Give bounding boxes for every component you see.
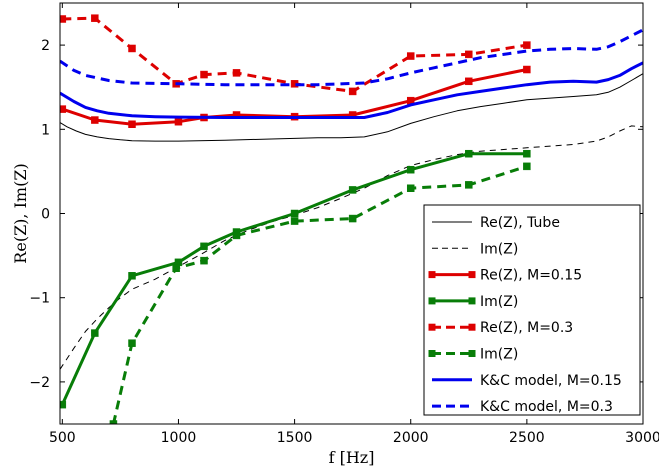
series-line	[60, 73, 643, 142]
data-point	[406, 52, 415, 60]
data-point	[91, 116, 99, 124]
data-point	[128, 44, 136, 53]
y-tick-label: 1	[41, 122, 50, 138]
series-line	[60, 61, 643, 119]
legend-marker	[428, 323, 436, 331]
x-tick-label: 2500	[509, 430, 545, 446]
data-point	[232, 231, 241, 240]
data-point	[406, 184, 415, 192]
data-point	[465, 50, 473, 59]
legend-label: K&C model, M=0.3	[480, 399, 613, 415]
series-6	[60, 61, 643, 119]
series-7	[60, 28, 643, 87]
legend-marker	[428, 297, 436, 305]
data-point	[172, 264, 180, 272]
data-point	[128, 272, 136, 280]
data-point	[60, 400, 67, 409]
data-point	[128, 339, 136, 347]
data-point	[174, 117, 183, 126]
data-point	[200, 70, 208, 79]
y-tick-label: −1	[29, 291, 50, 307]
y-axis-label: Re(Z), Im(Z)	[11, 163, 30, 263]
legend-label: Im(Z)	[480, 294, 518, 310]
data-point	[290, 217, 299, 225]
legend-marker	[468, 271, 476, 279]
data-point	[348, 87, 357, 96]
data-point	[465, 77, 473, 86]
data-point	[128, 120, 136, 128]
data-point	[60, 105, 67, 113]
data-point	[348, 186, 357, 194]
data-point	[60, 15, 67, 23]
data-point	[523, 65, 531, 74]
y-tick-label: −2	[29, 375, 50, 391]
x-tick-label: 3000	[625, 430, 659, 446]
legend-label: Im(Z)	[480, 347, 518, 363]
data-point	[406, 165, 415, 174]
data-point	[91, 14, 99, 22]
series-5	[109, 162, 531, 424]
data-point	[200, 242, 208, 251]
legend-marker	[468, 297, 476, 305]
data-point	[348, 214, 357, 223]
data-point	[523, 41, 531, 49]
legend-marker	[428, 350, 436, 357]
legend: Re(Z), Tube Im(Z) Re(Z), M=0.15 Im(Z) Re(Z),…	[423, 204, 641, 416]
data-point	[290, 209, 299, 218]
data-point	[523, 162, 531, 171]
series-line	[111, 164, 528, 424]
legend-label: Im(Z)	[480, 241, 518, 257]
series-0	[60, 73, 643, 142]
legend-marker	[468, 350, 476, 357]
data-point	[232, 69, 241, 77]
x-axis-label: f [Hz]	[329, 448, 375, 467]
legend-label: Re(Z), M=0.15	[480, 268, 582, 284]
legend-marker	[428, 271, 436, 279]
legend-label: Re(Z), Tube	[480, 215, 560, 231]
x-tick-label: 2000	[393, 430, 429, 446]
data-point	[523, 149, 531, 158]
series-line	[60, 28, 643, 87]
y-tick-label: 0	[41, 207, 50, 223]
x-tick-label: 500	[49, 430, 76, 446]
x-tick-label: 1000	[161, 430, 197, 446]
legend-marker	[468, 323, 476, 331]
data-point	[465, 149, 473, 158]
data-point	[200, 256, 208, 265]
legend-label: Re(Z), M=0.3	[480, 320, 573, 336]
data-point	[91, 329, 99, 337]
y-tick-label: 2	[41, 38, 50, 54]
legend-label: K&C model, M=0.15	[480, 373, 622, 389]
ticks-layer: 500 1000 1500 2000 2500 3000 −2 −1 0 1 2	[29, 3, 659, 446]
x-tick-label: 1500	[277, 430, 313, 446]
data-point	[109, 420, 118, 424]
data-point	[465, 181, 473, 189]
series-layer	[60, 14, 643, 424]
